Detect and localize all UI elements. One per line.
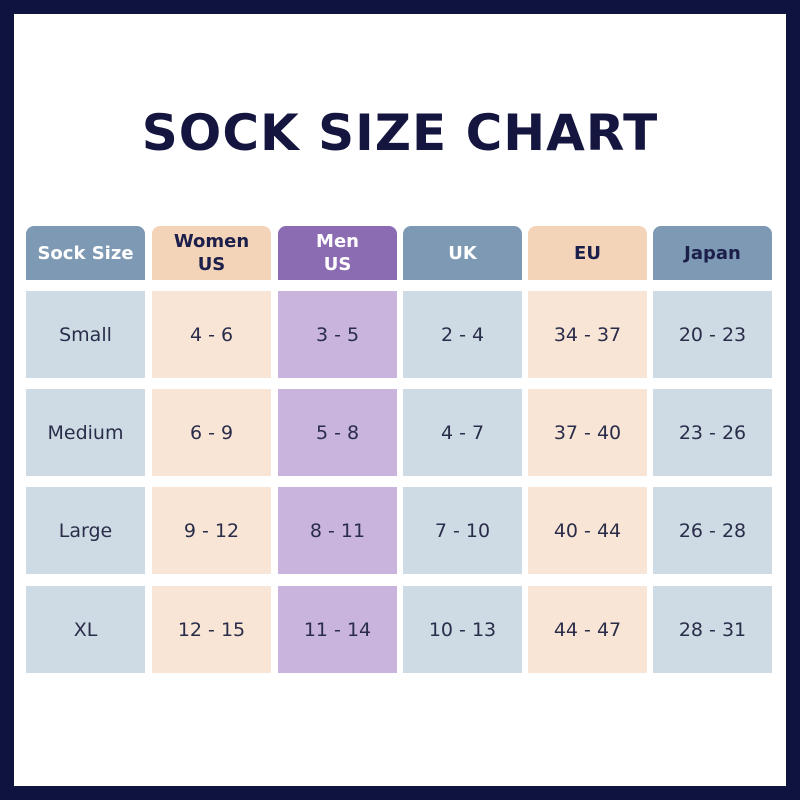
table-cell: 9 - 12 xyxy=(152,487,271,574)
table-cell: 6 - 9 xyxy=(152,389,271,476)
table-cell: 20 - 23 xyxy=(653,291,772,378)
table-cell: 4 - 7 xyxy=(403,389,522,476)
table-cell: 2 - 4 xyxy=(403,291,522,378)
table-cell: Medium xyxy=(26,389,145,476)
header-cell: UK xyxy=(403,226,522,280)
table-cell: Large xyxy=(26,487,145,574)
table-cell: 37 - 40 xyxy=(528,389,647,476)
header-cell: Japan xyxy=(653,226,772,280)
table-cell: 28 - 31 xyxy=(653,586,772,673)
table-cell: 7 - 10 xyxy=(403,487,522,574)
table-cell: 12 - 15 xyxy=(152,586,271,673)
header-cell: EU xyxy=(528,226,647,280)
table-cell: 3 - 5 xyxy=(278,291,397,378)
table-cell: 40 - 44 xyxy=(528,487,647,574)
table-cell: 4 - 6 xyxy=(152,291,271,378)
table-cell: 23 - 26 xyxy=(653,389,772,476)
table-cell: 10 - 13 xyxy=(403,586,522,673)
title: SOCK SIZE CHART xyxy=(141,104,659,162)
table-cell: 44 - 47 xyxy=(528,586,647,673)
table-cell: 11 - 14 xyxy=(278,586,397,673)
table-cell: 8 - 11 xyxy=(278,487,397,574)
table-cell: XL xyxy=(26,586,145,673)
header-cell: Sock Size xyxy=(26,226,145,280)
header-cell: Women US xyxy=(152,226,271,280)
table-cell: Small xyxy=(26,291,145,378)
table-cell: 5 - 8 xyxy=(278,389,397,476)
header-cell: Men US xyxy=(278,226,397,280)
table-cell: 26 - 28 xyxy=(653,487,772,574)
table-cell: 34 - 37 xyxy=(528,291,647,378)
